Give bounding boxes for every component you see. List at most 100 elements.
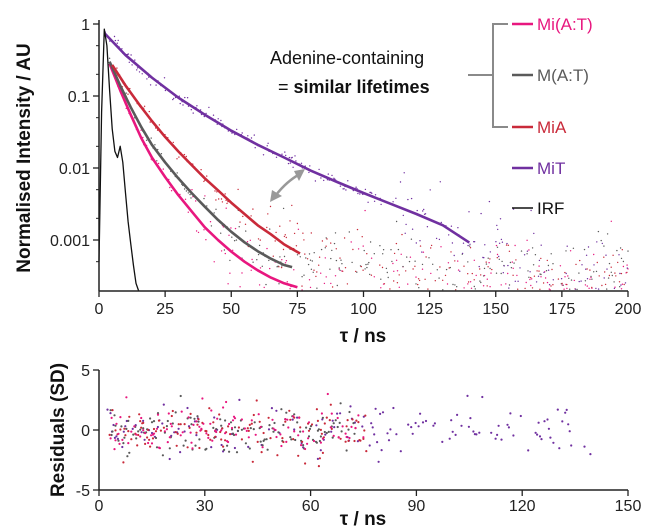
residual-point — [540, 438, 543, 441]
raw-data-point — [533, 275, 536, 277]
x-tick-label: 60 — [302, 498, 320, 515]
y-tick-label: 5 — [81, 363, 90, 380]
residual-point — [244, 442, 247, 445]
residual-point — [344, 432, 347, 435]
residual-points — [106, 392, 592, 468]
raw-data-point — [610, 271, 612, 273]
raw-data-point — [404, 232, 406, 234]
residual-point — [155, 427, 159, 430]
residual-point — [359, 439, 362, 442]
raw-data-point — [387, 276, 389, 279]
raw-data-point — [282, 248, 285, 251]
raw-data-point — [275, 231, 277, 234]
residual-point — [205, 430, 208, 433]
raw-data-point — [583, 248, 586, 251]
residual-point — [561, 420, 564, 423]
raw-data-point — [447, 262, 450, 264]
residual-point — [454, 433, 457, 436]
residual-point — [472, 430, 475, 433]
raw-data-point — [224, 193, 226, 195]
raw-data-point — [224, 252, 226, 255]
raw-data-point — [362, 269, 364, 271]
residual-point — [300, 444, 303, 447]
raw-data-point — [533, 232, 535, 235]
raw-data-point — [304, 253, 306, 255]
raw-data-point — [530, 209, 532, 212]
residual-point — [190, 423, 193, 426]
residual-point — [328, 419, 331, 422]
residual-point — [198, 438, 201, 441]
raw-data-point — [356, 271, 358, 273]
top-y-axis-title: Normalised Intensity / AU — [14, 43, 35, 272]
raw-data-point — [527, 270, 529, 272]
raw-data-point — [622, 260, 625, 263]
raw-data-point — [334, 232, 337, 234]
residual-point — [333, 426, 336, 429]
raw-data-point — [512, 267, 514, 269]
raw-data-point — [357, 248, 360, 250]
raw-data-point — [160, 153, 163, 155]
raw-data-point — [217, 118, 219, 120]
residual-point — [496, 433, 499, 436]
raw-data-point — [538, 270, 540, 272]
residual-point — [225, 400, 228, 404]
raw-data-point — [565, 250, 567, 252]
residual-point — [567, 423, 570, 426]
residual-point — [200, 427, 203, 430]
raw-data-point — [470, 287, 473, 289]
raw-data-point — [514, 280, 516, 282]
residual-point — [191, 447, 194, 450]
raw-data-point — [421, 268, 424, 270]
raw-data-point — [338, 268, 340, 270]
fit-line-m-a-t- — [108, 61, 293, 269]
raw-data-point — [318, 168, 320, 171]
raw-data-point — [502, 272, 504, 274]
residual-point — [456, 413, 459, 416]
residual-point — [319, 435, 322, 438]
raw-data-point — [269, 205, 272, 208]
raw-data-point — [324, 257, 326, 259]
raw-data-point — [203, 180, 205, 183]
residual-point — [119, 416, 122, 419]
raw-data-point — [613, 281, 615, 283]
residual-point — [421, 421, 425, 424]
top-x-axis-title: τ / ns — [340, 326, 387, 347]
raw-data-point — [506, 242, 508, 245]
raw-data-point — [552, 279, 554, 281]
residual-point — [142, 421, 145, 424]
residual-point — [309, 425, 313, 428]
residual-point — [136, 444, 139, 447]
raw-data-point — [467, 244, 469, 247]
residual-point — [256, 440, 259, 443]
residual-point — [174, 411, 177, 414]
residual-point — [317, 465, 320, 468]
residual-point — [182, 444, 185, 447]
raw-data-point — [230, 227, 232, 229]
raw-data-point — [382, 249, 385, 251]
raw-data-point — [546, 259, 548, 262]
raw-data-point — [309, 286, 312, 289]
raw-data-point — [448, 234, 450, 236]
residual-point — [306, 442, 309, 445]
bottom-x-axis-title: τ / ns — [340, 509, 387, 529]
raw-data-point — [345, 189, 347, 191]
raw-data-point — [500, 272, 502, 275]
raw-data-point — [486, 285, 488, 287]
residual-point — [387, 439, 391, 442]
residual-point — [451, 430, 454, 433]
raw-data-point — [252, 261, 254, 263]
residual-point — [134, 424, 137, 427]
residual-point — [233, 426, 237, 429]
residual-point — [552, 441, 555, 444]
raw-data-point — [356, 228, 359, 231]
residual-point — [321, 451, 324, 454]
raw-data-point — [225, 207, 227, 209]
raw-data-point — [563, 288, 565, 290]
residual-point — [220, 429, 223, 432]
raw-data-point — [146, 78, 148, 80]
raw-data-point — [275, 156, 278, 158]
raw-data-point — [618, 281, 621, 283]
raw-data-point — [183, 153, 186, 156]
raw-data-point — [489, 251, 491, 253]
residual-point — [339, 412, 342, 415]
